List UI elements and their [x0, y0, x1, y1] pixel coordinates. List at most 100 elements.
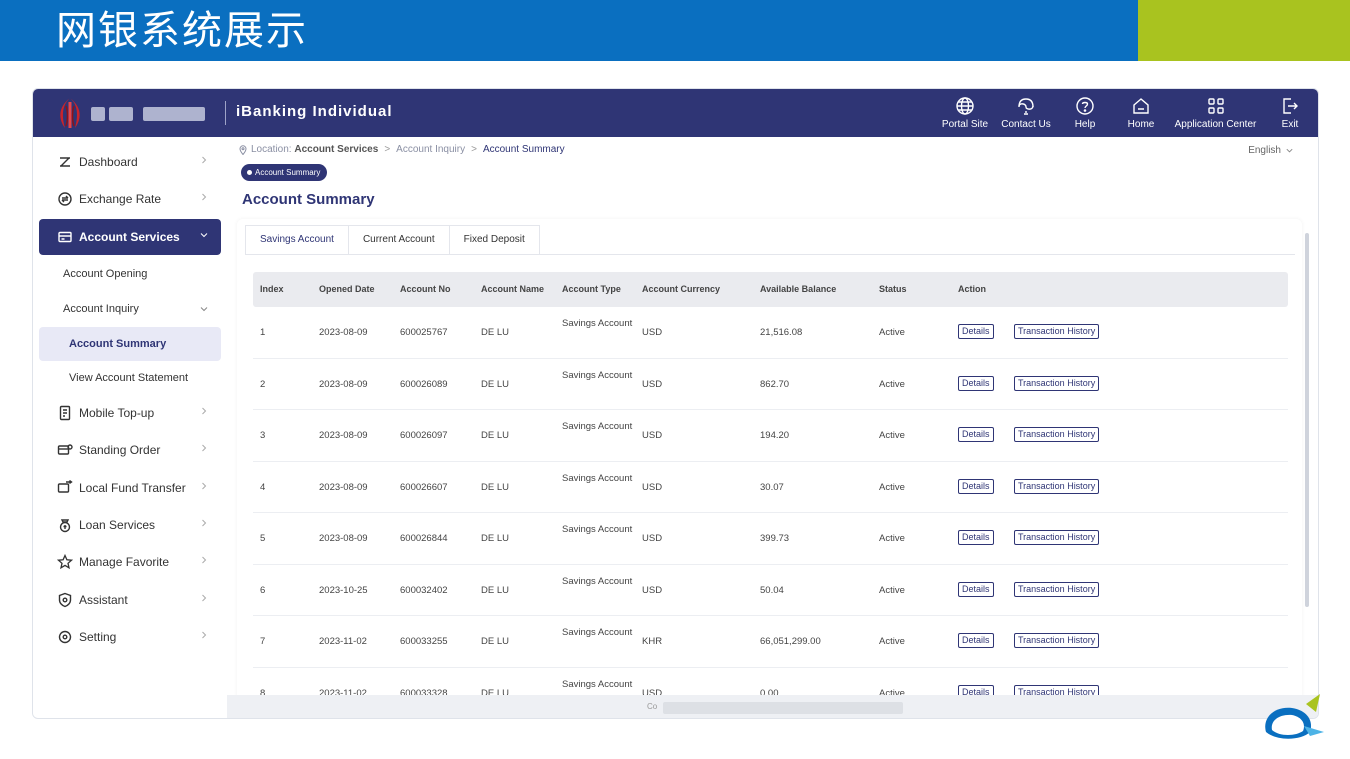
sidebar-item-dashboard[interactable]: Dashboard: [39, 144, 221, 180]
main-content: Location: Account Services > Account Inq…: [227, 137, 1318, 718]
sidebar-sub-account-summary[interactable]: Account Summary: [39, 327, 221, 361]
cell-account-no: 600026089: [400, 378, 448, 390]
vertical-scrollbar[interactable]: [1305, 233, 1309, 607]
sidebar-item-label: Dashboard: [79, 155, 138, 169]
table-header: Index Opened Date Account No Account Nam…: [253, 272, 1288, 307]
table-row: 2 2023-08-09 600026089 DE LU Savings Account…: [253, 359, 1288, 410]
column-header-available-balance: Available Balance: [760, 284, 837, 294]
open-page-tag[interactable]: Account Summary: [241, 164, 328, 181]
details-button[interactable]: Details: [958, 375, 994, 391]
transaction-history-button[interactable]: Transaction History: [1014, 530, 1100, 545]
details-button[interactable]: Details: [958, 633, 994, 648]
details-button[interactable]: Details: [958, 581, 994, 597]
nav-help[interactable]: Help: [1057, 89, 1113, 137]
details-button[interactable]: Details: [958, 427, 994, 442]
sidebar-item-standing-order[interactable]: Standing Order: [39, 432, 221, 468]
shield-icon: [57, 592, 73, 608]
cell-account-name: DE LU: [481, 430, 509, 441]
sidebar-item-account-services[interactable]: Account Services: [39, 219, 221, 255]
apps-grid-icon: [1207, 98, 1224, 114]
nav-home[interactable]: Home: [1113, 89, 1169, 137]
dashboard-icon: [57, 154, 73, 170]
cell-account-currency: KHR: [642, 636, 663, 647]
sidebar-item-manage-favorite[interactable]: Manage Favorite: [39, 544, 221, 580]
tab-fixed-deposit[interactable]: Fixed Deposit: [449, 225, 540, 255]
nav-help-label: Help: [1074, 119, 1096, 130]
top-nav: Portal Site Contact Us Help Home Applica…: [935, 89, 1318, 137]
table-row: 4 2023-08-09 600026607 DE LU Savings Account…: [253, 462, 1288, 513]
bank-logo-mark-icon: [60, 98, 80, 128]
sidebar-item-loan-services[interactable]: Loan Services: [39, 507, 221, 543]
breadcrumb-separator: >: [471, 144, 477, 155]
chevron-right-icon: [202, 556, 207, 564]
nav-portal-site[interactable]: Portal Site: [935, 89, 995, 137]
cell-opened-date: 2023-10-25: [319, 584, 368, 596]
footer: Co: [227, 695, 1318, 718]
cell-account-no: 600033255: [400, 636, 448, 647]
nav-application-center[interactable]: Application Center: [1169, 89, 1262, 137]
logo-obscured-block: [109, 107, 133, 121]
cell-opened-date: 2023-11-02: [319, 687, 367, 699]
transaction-history-button[interactable]: Transaction History: [1014, 581, 1100, 597]
cell-index: 5: [260, 533, 266, 544]
nav-exit[interactable]: Exit: [1262, 89, 1318, 137]
sidebar-item-setting[interactable]: Setting: [39, 619, 221, 655]
chevron-down-icon: [1286, 148, 1293, 153]
help-icon: [1076, 97, 1094, 115]
transfer-icon: [57, 480, 73, 496]
sidebar-sub-account-opening[interactable]: Account Opening: [39, 257, 221, 291]
sidebar-sub-account-inquiry[interactable]: Account Inquiry: [39, 292, 221, 326]
nav-contact-us[interactable]: Contact Us: [995, 89, 1057, 137]
table-row: 6 2023-10-25 600032402 DE LU Savings Account…: [253, 565, 1288, 616]
bank-logo[interactable]: [51, 95, 211, 131]
cell-status: Active: [879, 584, 905, 596]
cell-index: 4: [260, 481, 266, 493]
cell-available-balance: 194.20: [760, 430, 790, 441]
cell-account-currency: USD: [642, 430, 663, 441]
cell-index: 6: [260, 584, 266, 596]
footer-obscured-text: [663, 702, 903, 714]
nav-application-center-label: Application Center: [1174, 119, 1257, 130]
cell-opened-date: 2023-08-09: [319, 378, 368, 390]
details-button[interactable]: Details: [958, 324, 994, 339]
cell-available-balance: 30.07: [760, 481, 784, 493]
transaction-history-button[interactable]: Transaction History: [1014, 375, 1100, 391]
sidebar-sub-view-account-statement[interactable]: View Account Statement: [39, 361, 221, 395]
language-selector[interactable]: English: [1248, 145, 1294, 156]
column-header-account-currency: Account Currency: [642, 284, 721, 294]
chevron-right-icon: [202, 444, 207, 452]
cell-account-currency: USD: [642, 533, 663, 544]
sidebar-item-label: Manage Favorite: [79, 555, 170, 569]
cell-status: Active: [879, 533, 905, 544]
language-label: English: [1248, 145, 1281, 156]
location-pin-icon: [239, 144, 247, 155]
cell-account-type: Savings Account: [562, 524, 633, 535]
sidebar-item-local-fund-transfer[interactable]: Local Fund Transfer: [39, 470, 221, 506]
cell-account-type: Savings Account: [562, 627, 633, 638]
transaction-history-button[interactable]: Transaction History: [1014, 633, 1100, 648]
card-icon: [57, 229, 73, 245]
transaction-history-button[interactable]: Transaction History: [1014, 324, 1100, 339]
cell-index: 7: [260, 636, 266, 647]
tab-current-account[interactable]: Current Account: [348, 225, 450, 255]
sidebar-item-label: Standing Order: [79, 443, 161, 457]
app-name: iBanking Individual: [236, 103, 393, 120]
cell-available-balance: 50.04: [760, 584, 784, 596]
cell-index: 3: [260, 430, 266, 441]
sidebar-item-label: Assistant: [79, 593, 128, 607]
breadcrumb-account-inquiry[interactable]: Account Inquiry: [396, 144, 466, 155]
details-button[interactable]: Details: [958, 478, 994, 494]
cell-available-balance: 21,516.08: [760, 327, 803, 338]
details-button[interactable]: Details: [958, 530, 994, 545]
sidebar-item-exchange-rate[interactable]: Exchange Rate: [39, 181, 221, 217]
sidebar: Dashboard Exchange Rate Account Services…: [33, 137, 227, 718]
breadcrumb-account-services[interactable]: Account Services: [294, 144, 379, 155]
sidebar-item-assistant[interactable]: Assistant: [39, 582, 221, 618]
nav-portal-site-label: Portal Site: [941, 119, 989, 130]
cell-account-currency: USD: [642, 687, 663, 699]
sidebar-item-mobile-top-up[interactable]: Mobile Top-up: [39, 395, 221, 431]
tab-savings-account[interactable]: Savings Account: [245, 225, 349, 255]
transaction-history-button[interactable]: Transaction History: [1014, 478, 1100, 494]
transaction-history-button[interactable]: Transaction History: [1014, 427, 1100, 442]
cell-opened-date: 2023-08-09: [319, 481, 368, 493]
